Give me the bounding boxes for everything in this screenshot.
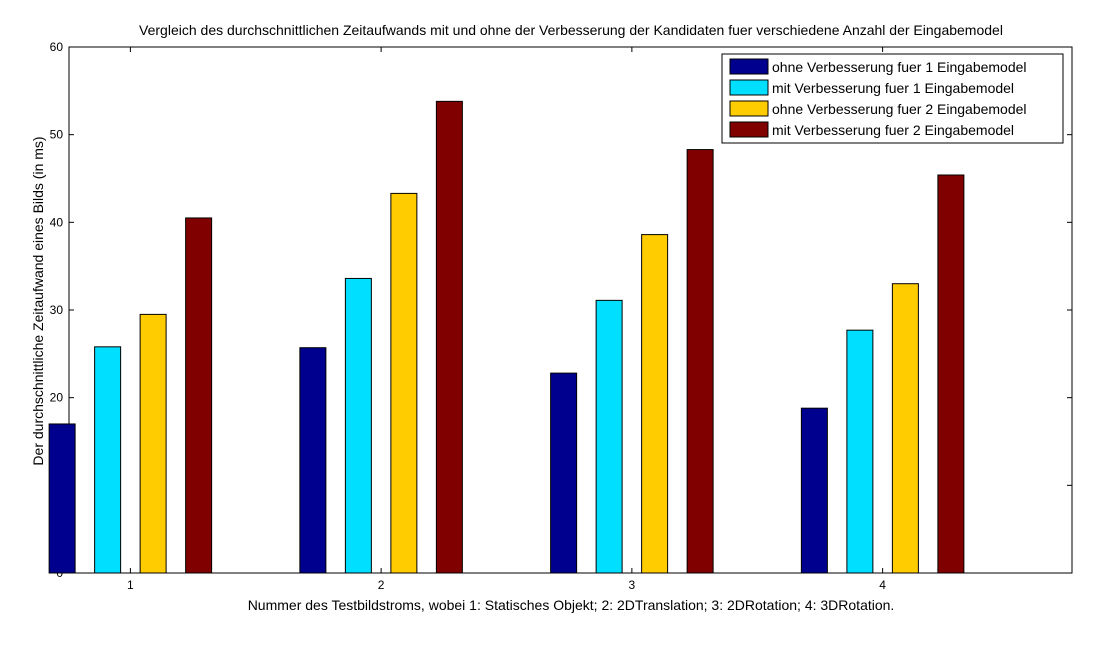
y-tick-label: 30 bbox=[50, 303, 64, 317]
bar-series-2-cat-1 bbox=[94, 346, 122, 574]
legend-swatch bbox=[729, 121, 769, 138]
legend-swatch bbox=[729, 58, 769, 75]
bar-series-4-cat-1 bbox=[185, 217, 213, 574]
y-axis-label: Der durchschnittliche Zeitaufwand eines … bbox=[30, 136, 46, 465]
bar-series-2-cat-3 bbox=[595, 299, 623, 574]
y-tick-label: 50 bbox=[50, 128, 64, 142]
legend-label: mit Verbesserung fuer 1 Eingabemodel bbox=[772, 80, 1014, 96]
bar-series-2-cat-4 bbox=[846, 329, 874, 574]
x-axis-label: Nummer des Testbildstroms, wobei 1: Stat… bbox=[248, 597, 895, 613]
legend-label: ohne Verbesserung fuer 2 Eingabemodel bbox=[772, 101, 1027, 117]
bar-series-1-cat-1 bbox=[48, 423, 76, 574]
bar-series-1-cat-3 bbox=[550, 372, 578, 574]
bar-series-4-cat-2 bbox=[435, 100, 463, 574]
x-tick-label: 3 bbox=[629, 578, 636, 592]
bar-series-4-cat-3 bbox=[686, 149, 714, 574]
legend-swatch bbox=[729, 100, 769, 117]
bar-series-3-cat-4 bbox=[891, 283, 919, 574]
bar-series-3-cat-3 bbox=[641, 234, 669, 574]
bar-series-1-cat-2 bbox=[299, 347, 327, 574]
legend-label: ohne Verbesserung fuer 1 Eingabemodel bbox=[772, 59, 1027, 75]
x-tick-label: 1 bbox=[127, 578, 134, 592]
x-tick-label: 4 bbox=[879, 578, 886, 592]
x-tick-label: 2 bbox=[378, 578, 385, 592]
bar-series-3-cat-2 bbox=[390, 192, 418, 574]
y-tick-label: 60 bbox=[50, 40, 64, 54]
y-tick-label: 20 bbox=[50, 391, 64, 405]
legend-swatch bbox=[729, 79, 769, 96]
legend-box bbox=[721, 53, 1064, 144]
bar-series-4-cat-4 bbox=[937, 174, 965, 574]
y-tick-label: 40 bbox=[50, 215, 64, 229]
bar-series-1-cat-4 bbox=[800, 407, 828, 574]
legend-label: mit Verbesserung fuer 2 Eingabemodel bbox=[772, 122, 1014, 138]
bar-series-2-cat-2 bbox=[344, 277, 372, 574]
chart-title: Vergleich des durchschnittlichen Zeitauf… bbox=[139, 22, 1003, 38]
legend: ohne Verbesserung fuer 1 Eingabemodel mit… bbox=[721, 53, 1064, 144]
bar-series-3-cat-1 bbox=[139, 313, 167, 574]
